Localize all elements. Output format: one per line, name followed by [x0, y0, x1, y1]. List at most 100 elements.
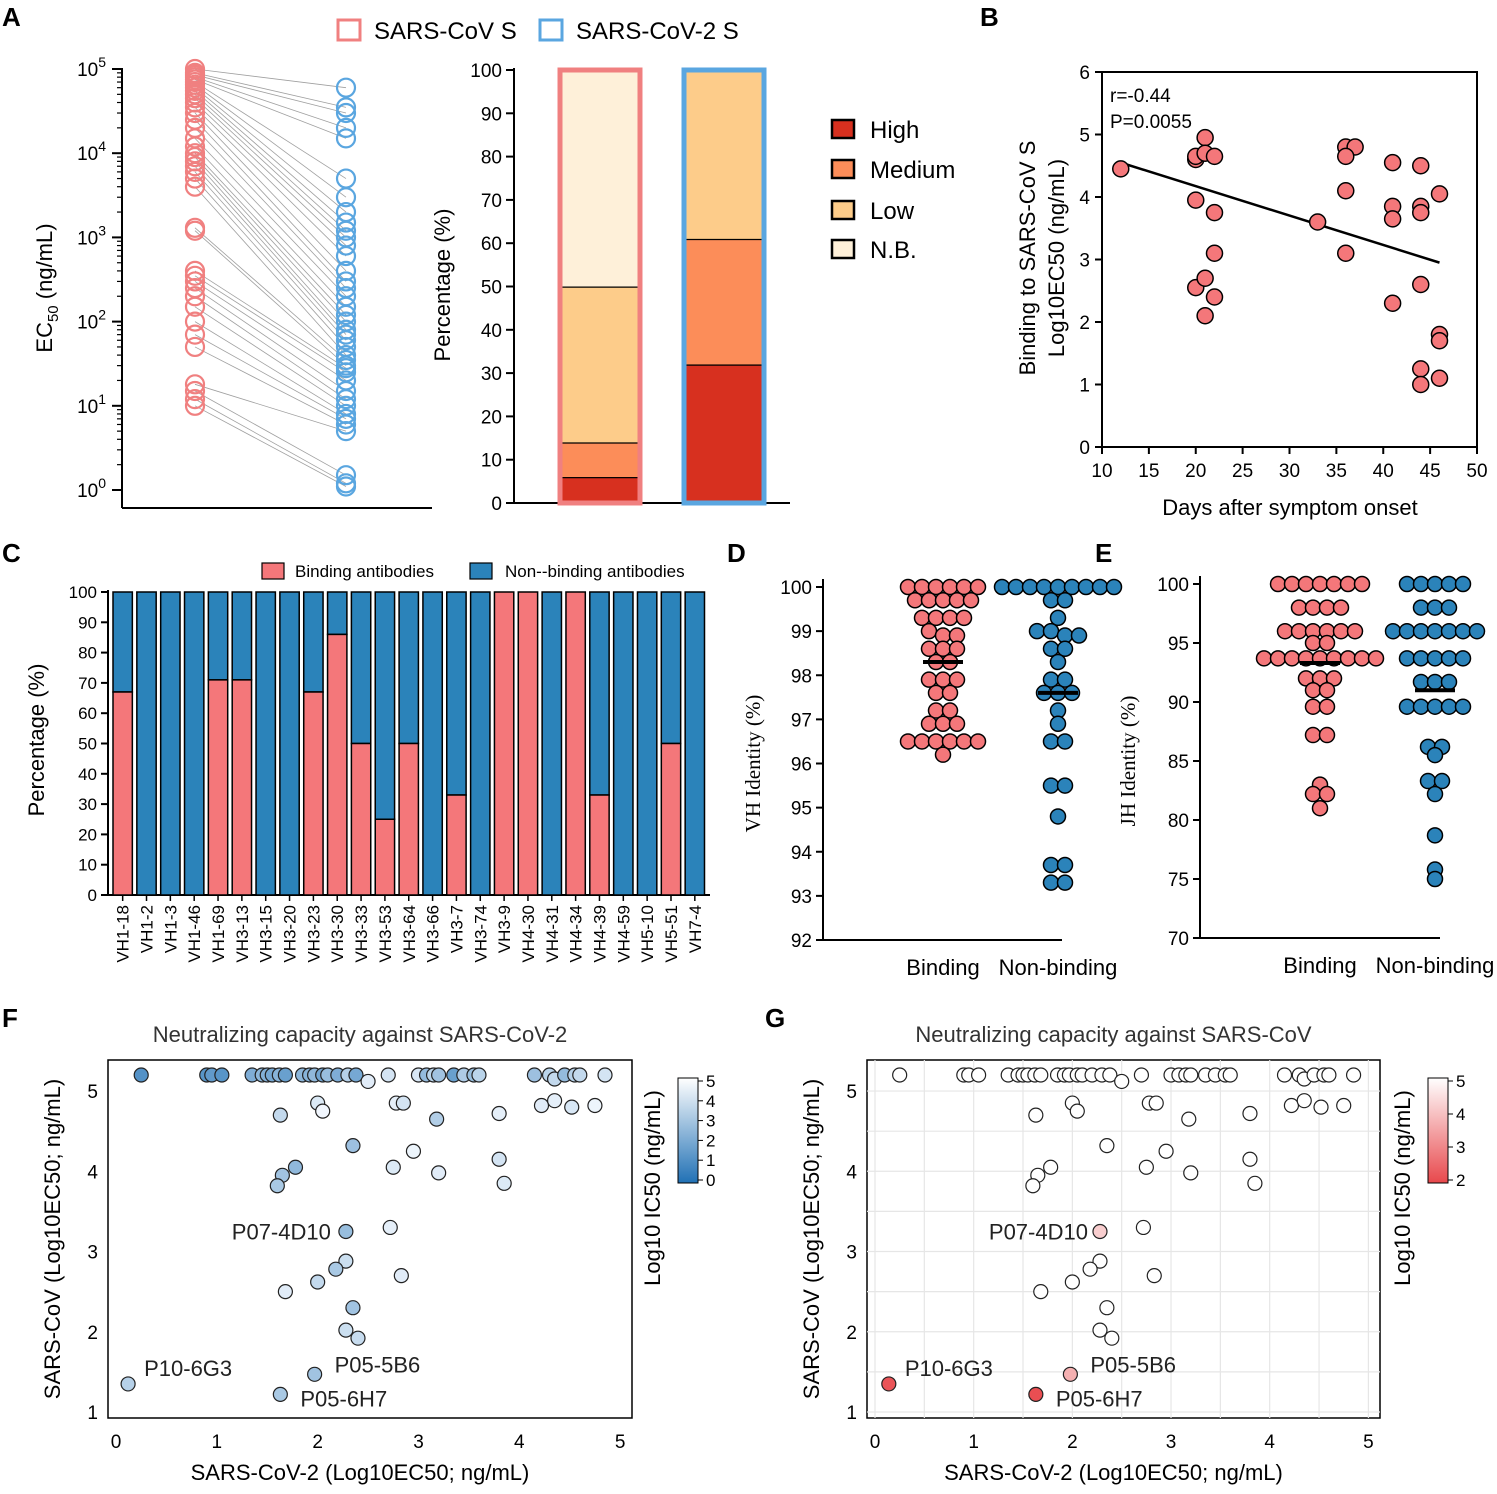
point-label: P07-4D10	[232, 1219, 331, 1244]
y-tick-label: 80	[1168, 811, 1189, 832]
x-tick-label: 5	[1363, 1432, 1374, 1453]
x-tick-label: 40	[1373, 461, 1394, 482]
y-tick-label: 6	[1079, 63, 1090, 84]
sars1-point	[184, 102, 206, 124]
sars1-point	[184, 176, 206, 197]
x-tick-label: VH5-51	[662, 905, 681, 963]
pair-line	[194, 138, 347, 297]
x-tick-label: 3	[1166, 1432, 1177, 1453]
y-tick-label: 92	[791, 931, 812, 952]
sars2-point	[335, 414, 357, 435]
data-point	[948, 671, 966, 688]
bar-binding	[326, 633, 348, 896]
data-point	[969, 733, 987, 750]
y-tick-label: 97	[791, 710, 812, 731]
colorbar	[677, 1077, 699, 1184]
point-label: P10-6G3	[905, 1356, 993, 1381]
data-point	[491, 1151, 507, 1167]
data-point	[1430, 369, 1449, 387]
pair-line	[194, 227, 347, 361]
data-point	[1056, 856, 1074, 874]
sars2-point	[335, 465, 357, 486]
bar-segment-high	[684, 364, 764, 503]
panel-letter-a: A	[2, 2, 21, 32]
data-point	[382, 1219, 398, 1236]
panel-e-jh-identity: 70 75 80 85 90 95 100 JH Identity (%) Binding Non…	[1116, 575, 1494, 978]
data-point	[1056, 640, 1074, 658]
x-tick-label: VH1-18	[114, 905, 133, 963]
data-point	[1426, 698, 1444, 715]
bar-binding	[231, 679, 253, 896]
y-tick-label: 4	[846, 1162, 857, 1183]
bar-segment-medium	[560, 442, 640, 478]
colorbar	[1427, 1077, 1449, 1184]
x-tick-label: 4	[514, 1432, 525, 1453]
x-tick-label: 5	[615, 1432, 626, 1453]
x-tick-label: 25	[1232, 461, 1253, 482]
y-tick-label: 101	[77, 391, 106, 418]
data-point	[1042, 856, 1060, 874]
bar-nonbinding	[636, 591, 658, 896]
pair-line	[194, 321, 347, 415]
y-tick-label: 100	[77, 475, 106, 502]
x-tick-label: 20	[1185, 461, 1206, 482]
data-point	[1283, 1097, 1300, 1114]
y-tick-label: 103	[77, 222, 106, 249]
data-point	[881, 1376, 897, 1392]
colorbar-tick-label: 1	[706, 1151, 715, 1170]
data-point	[1196, 269, 1214, 287]
data-point	[1304, 681, 1322, 699]
y-tick-label: 70	[78, 674, 97, 693]
data-point	[1283, 575, 1301, 593]
data-point	[1196, 307, 1214, 325]
panel-c-vh-gene-bars: 0 10 20 30 40 50 60 70 80 90 100 Percentage (%) Bind…	[24, 562, 710, 963]
y-tick-label: 10	[481, 451, 502, 472]
data-point	[1283, 650, 1301, 667]
x-tick-label: VH1-3	[161, 905, 180, 953]
pair-line	[194, 87, 347, 213]
x-category-label: Non-binding	[999, 955, 1118, 980]
point-label: P05-5B6	[1090, 1352, 1176, 1377]
data-point	[1304, 785, 1322, 803]
bar-nonbinding	[279, 591, 300, 896]
data-point	[380, 1067, 396, 1083]
y-tick-label: 90	[1168, 693, 1189, 714]
data-point	[1426, 785, 1444, 803]
bar-binding	[660, 742, 682, 896]
data-point	[338, 1322, 354, 1338]
x-tick-label: VH3-13	[233, 905, 252, 963]
y-tick-label: 2	[1079, 313, 1090, 334]
data-point	[1398, 698, 1416, 715]
y-tick-label: 98	[791, 666, 812, 687]
data-point	[1345, 1067, 1362, 1083]
data-point	[1049, 653, 1067, 671]
data-point	[934, 746, 952, 763]
bar-nonbinding	[684, 591, 706, 896]
data-point	[1325, 575, 1343, 593]
pair-line	[194, 390, 347, 476]
bar-outline-sars1	[557, 67, 643, 506]
data-point	[1337, 182, 1355, 200]
data-point	[1454, 698, 1472, 715]
data-point	[277, 1284, 293, 1300]
data-point	[1426, 673, 1444, 691]
data-point	[1440, 673, 1458, 691]
x-tick-label: 30	[1279, 461, 1300, 482]
chart-title: Neutralizing capacity against SARS-CoV	[915, 1022, 1312, 1047]
pair-line	[194, 346, 347, 425]
colorbar-tick-label: 5	[1456, 1072, 1465, 1091]
bar-segment-high	[560, 477, 640, 503]
colorbar-tick-label: 4	[706, 1092, 715, 1111]
y-axis-label: Percentage (%)	[430, 209, 455, 362]
pair-line	[194, 68, 347, 89]
regression-line	[1120, 161, 1440, 264]
x-tick-label: 0	[870, 1432, 881, 1453]
y-tick-label: 1	[846, 1403, 857, 1424]
data-point	[1304, 599, 1322, 616]
data-point	[1296, 1093, 1312, 1109]
pair-line	[194, 281, 347, 381]
pair-line	[194, 383, 347, 432]
y-axis-label: VH Identity (%)	[741, 695, 765, 833]
sars2-point	[335, 349, 357, 371]
